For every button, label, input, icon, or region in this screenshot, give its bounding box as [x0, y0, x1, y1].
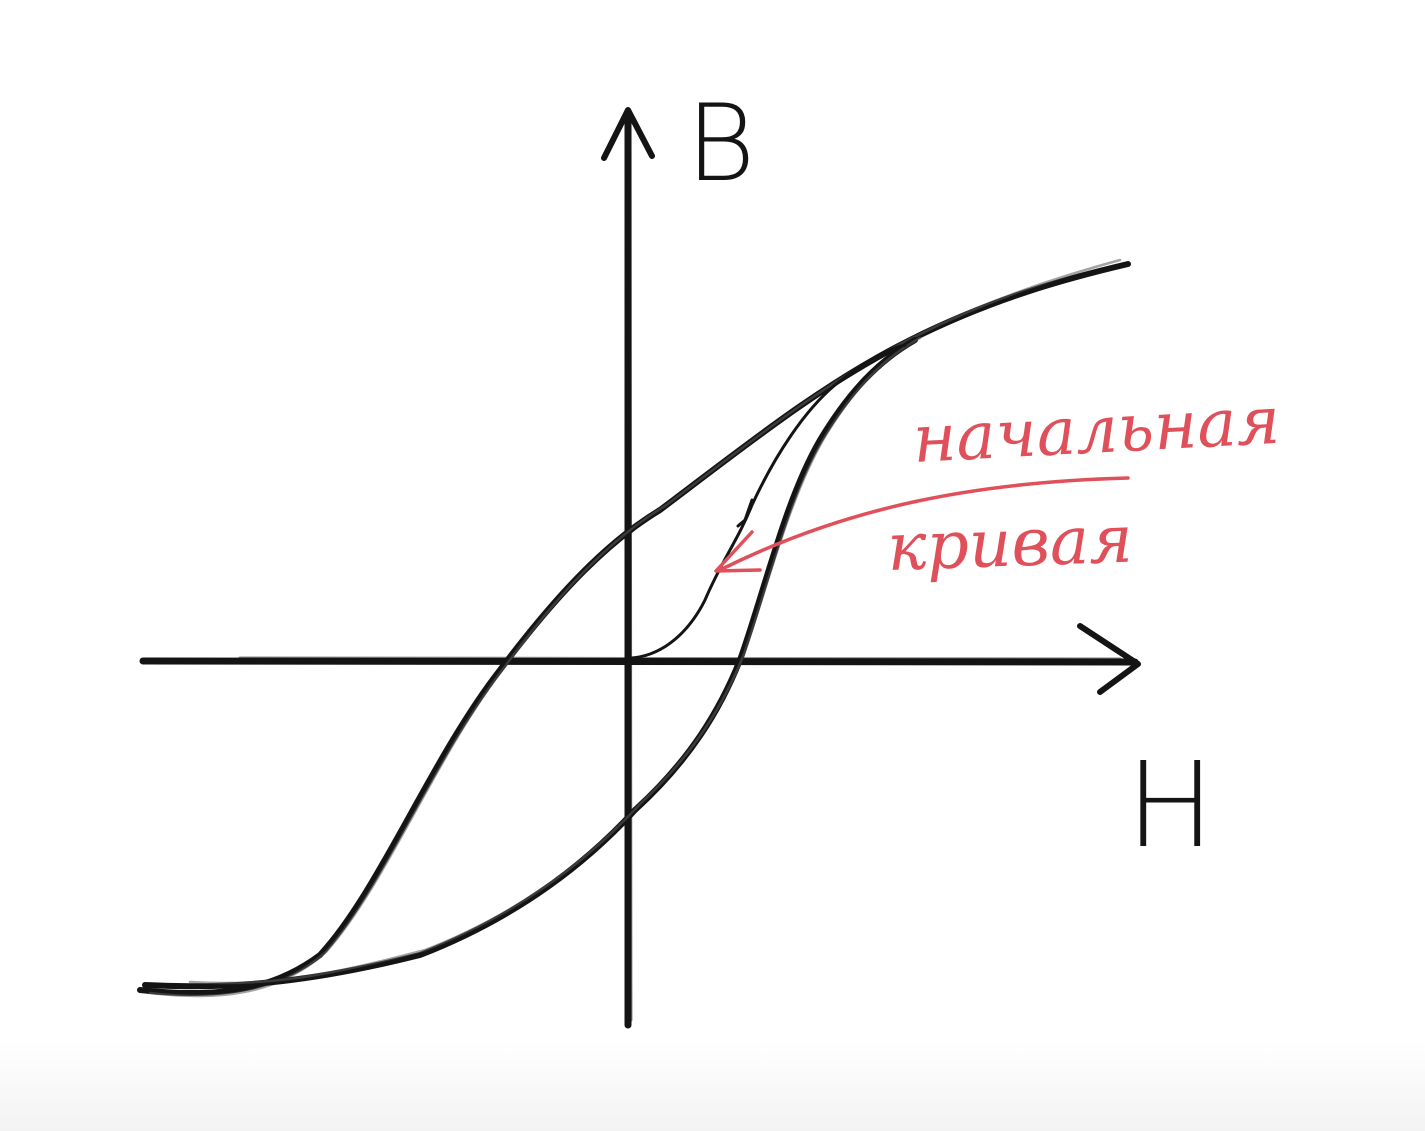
hysteresis-lower-branch — [142, 336, 922, 990]
horizontal-axis — [139, 623, 1141, 695]
horizontal-axis-arrowhead — [1077, 623, 1141, 695]
annotation-text-line1: начальная — [911, 382, 1282, 478]
annotation-arrow — [714, 476, 1130, 573]
bottom-shade — [0, 1040, 1425, 1131]
initial-magnetization-curve — [630, 343, 907, 660]
vertical-axis — [601, 107, 655, 1029]
axis-label-h: H — [1126, 736, 1215, 874]
axis-label-b: B — [686, 82, 755, 205]
vertical-axis-arrowhead — [601, 107, 655, 161]
annotation-arrowhead — [714, 530, 762, 573]
annotation-text-line2: кривая — [886, 500, 1134, 586]
hysteresis-upper-branch — [137, 258, 1131, 998]
